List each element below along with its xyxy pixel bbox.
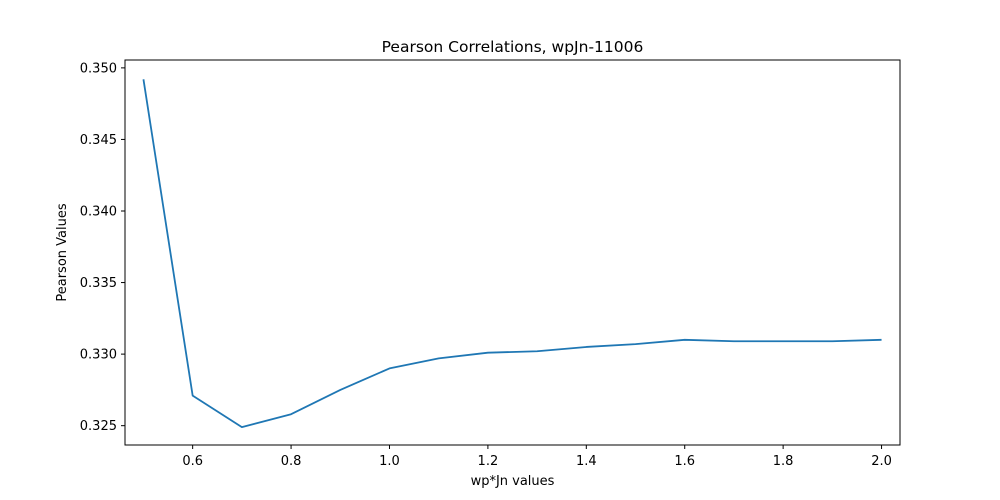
x-tick-label: 1.8 (773, 454, 794, 469)
y-tick-label: 0.325 (80, 419, 117, 434)
series-line (142, 79, 882, 429)
x-tick-label: 1.2 (478, 454, 499, 469)
y-tick-label: 0.340 (80, 204, 117, 219)
x-axis: 0.6 0.8 1.0 1.2 1.4 1.6 1.8 2.0 (182, 445, 892, 469)
x-tick-label: 0.8 (281, 454, 302, 469)
x-tick-label: 1.6 (674, 454, 695, 469)
chart-title: Pearson Correlations, wpJn-11006 (382, 38, 644, 56)
x-tick-label: 2.0 (871, 454, 892, 469)
y-axis: 0.325 0.330 0.335 0.340 0.345 0.350 (80, 61, 125, 434)
x-axis-label: wp*Jn values (471, 474, 555, 489)
y-tick-label: 0.330 (80, 348, 117, 363)
x-tick-label: 0.6 (182, 454, 203, 469)
y-tick-label: 0.345 (80, 133, 117, 148)
y-tick-label: 0.335 (80, 276, 117, 291)
y-axis-label: Pearson Values (55, 203, 70, 301)
x-tick-label: 1.0 (379, 454, 400, 469)
plot-area (142, 79, 882, 429)
x-tick-label: 1.4 (576, 454, 597, 469)
plot-frame (124, 59, 901, 446)
y-tick-label: 0.350 (80, 61, 117, 76)
